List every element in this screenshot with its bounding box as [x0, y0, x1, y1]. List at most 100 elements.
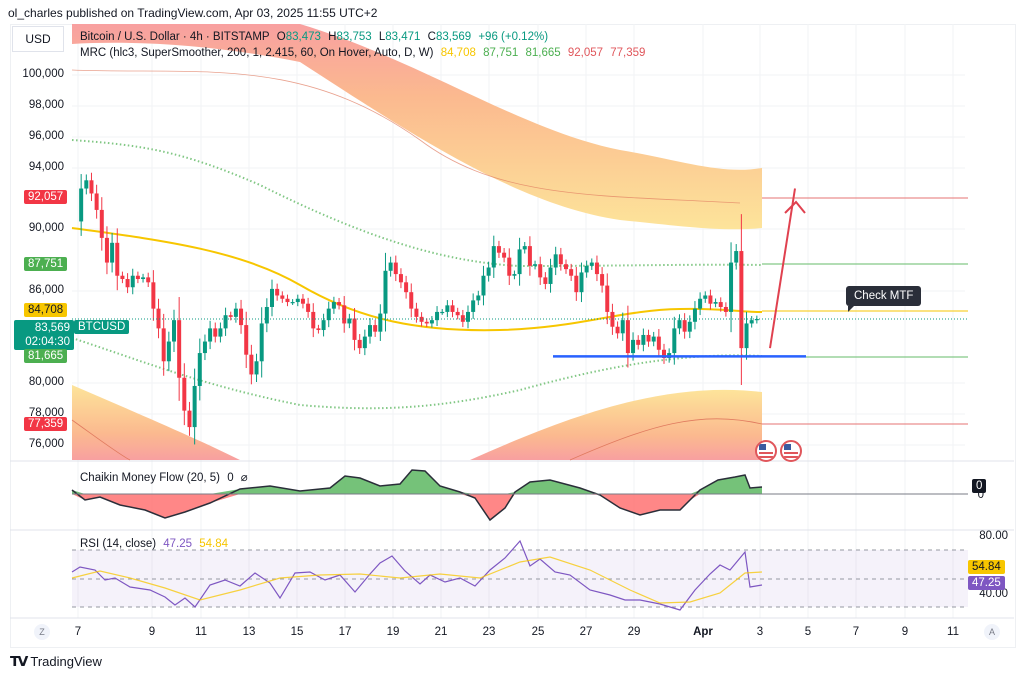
rsi-tick: 40.00 — [979, 588, 1008, 600]
candle-body — [641, 334, 646, 345]
candle-body — [677, 320, 682, 329]
candle-body — [718, 302, 723, 307]
candle-body — [651, 336, 656, 342]
candle-body — [342, 305, 347, 324]
high-value: 83,753 — [336, 31, 372, 43]
candle-body — [620, 320, 625, 334]
candle-body — [662, 349, 666, 358]
rsi-title: RSI (14, close) — [80, 538, 157, 550]
candle-body — [79, 188, 84, 222]
candle-body — [300, 298, 305, 304]
projection-arrow-line — [769, 188, 796, 349]
rsi-ma-tag: 54.84 — [968, 560, 1005, 574]
candle-body — [161, 328, 166, 362]
candle-body — [672, 328, 677, 354]
currency-button[interactable]: USD — [12, 26, 64, 52]
candle-body — [527, 246, 532, 266]
candle-body — [208, 328, 213, 342]
time-tick: 7 — [852, 626, 860, 638]
low-label: L83,471 — [378, 31, 421, 43]
candle-body — [429, 320, 434, 324]
cmf-pane — [71, 469, 968, 522]
close-label: C83,569 — [427, 31, 472, 43]
hide-icon[interactable]: ⌀ — [240, 472, 248, 484]
candle-body — [584, 265, 589, 273]
candle-body — [435, 311, 440, 321]
candle-body — [187, 410, 192, 428]
time-tick: 21 — [434, 626, 448, 638]
candle-body — [218, 328, 223, 337]
candle-body — [166, 341, 171, 362]
candle-body — [378, 313, 383, 332]
candle-body — [280, 295, 285, 299]
time-tick: 11 — [947, 626, 959, 638]
candle-body — [115, 242, 120, 276]
candle-body — [275, 288, 280, 296]
candle-body — [99, 209, 104, 238]
us-flag-event-icon[interactable] — [755, 440, 777, 462]
price-tick: 78,000 — [28, 407, 64, 419]
open-value: 83,473 — [285, 31, 321, 43]
tradingview-logo[interactable]: 𝗧𝗩 TradingView — [10, 653, 102, 670]
rsi-ma-line — [71, 556, 763, 604]
time-tick: 3 — [756, 626, 764, 638]
candle-body — [285, 298, 290, 303]
check-mtf-note[interactable]: Check MTF — [846, 286, 922, 312]
candle-body — [104, 237, 109, 263]
candle-body — [89, 180, 94, 194]
mrc-mean: 84,708 — [440, 47, 476, 59]
cmf-positive-area — [72, 470, 762, 494]
tv-logo-icon: 𝗧𝗩 — [10, 653, 28, 669]
rsi-value-tag: 47.25 — [968, 576, 1005, 590]
countdown: 02:04:30 — [25, 336, 70, 348]
candle-body — [734, 251, 739, 263]
candle-body — [656, 336, 661, 350]
candle-body — [326, 308, 331, 321]
mrc-legend: MRC (hlc3, SuperSmoother, 200, 1, 2.415,… — [80, 47, 649, 59]
brand-name: TradingView — [30, 654, 102, 669]
mrc-upper-center — [71, 69, 741, 204]
projection-arrow-head — [784, 200, 806, 214]
time-tick: 23 — [482, 626, 496, 638]
time-tick: Apr — [693, 626, 713, 638]
mrc-lower-center-right — [569, 418, 763, 461]
candle-body — [373, 325, 378, 332]
candle-body — [579, 272, 584, 293]
candle-body — [589, 262, 594, 266]
candle-body — [723, 306, 728, 312]
candle-body — [682, 320, 687, 332]
mrc-lower-outer: 77,359 — [610, 47, 646, 59]
candle-body — [233, 308, 238, 317]
mrc-lower-center-left — [71, 419, 131, 461]
cmf-axis-tag: 0 — [972, 479, 987, 493]
candle-body — [445, 305, 450, 312]
candle-body — [548, 267, 553, 284]
candle-body — [141, 277, 146, 280]
tag-lower-outer: 77,359 — [24, 417, 68, 431]
candle-body — [290, 302, 295, 304]
candle-body — [533, 264, 538, 266]
candle-body — [496, 246, 501, 253]
tag-mean: 84,708 — [24, 303, 68, 317]
candle-body — [120, 275, 125, 280]
price-tick: 76,000 — [28, 438, 64, 450]
time-tick: 25 — [531, 626, 545, 638]
tag-upper-outer: 92,057 — [24, 190, 68, 204]
mrc-lower-inner-band — [71, 337, 763, 410]
z-button[interactable]: Z — [34, 624, 50, 640]
price-tick: 80,000 — [28, 376, 64, 388]
candle-body — [244, 325, 249, 355]
candle-body — [156, 308, 161, 329]
candle-body — [135, 275, 140, 280]
a-button[interactable]: A — [984, 624, 1000, 640]
cmf-value: 0 — [227, 472, 234, 484]
cmf-legend: Chaikin Money Flow (20, 5) 0 ⌀ — [80, 470, 248, 484]
candle-body — [362, 336, 367, 349]
candle-body — [306, 303, 311, 312]
us-flag-event-icon[interactable] — [780, 440, 802, 462]
candle-body — [213, 328, 218, 337]
candle-body — [687, 321, 692, 332]
candle-body — [270, 288, 274, 307]
candle-body — [502, 252, 507, 258]
